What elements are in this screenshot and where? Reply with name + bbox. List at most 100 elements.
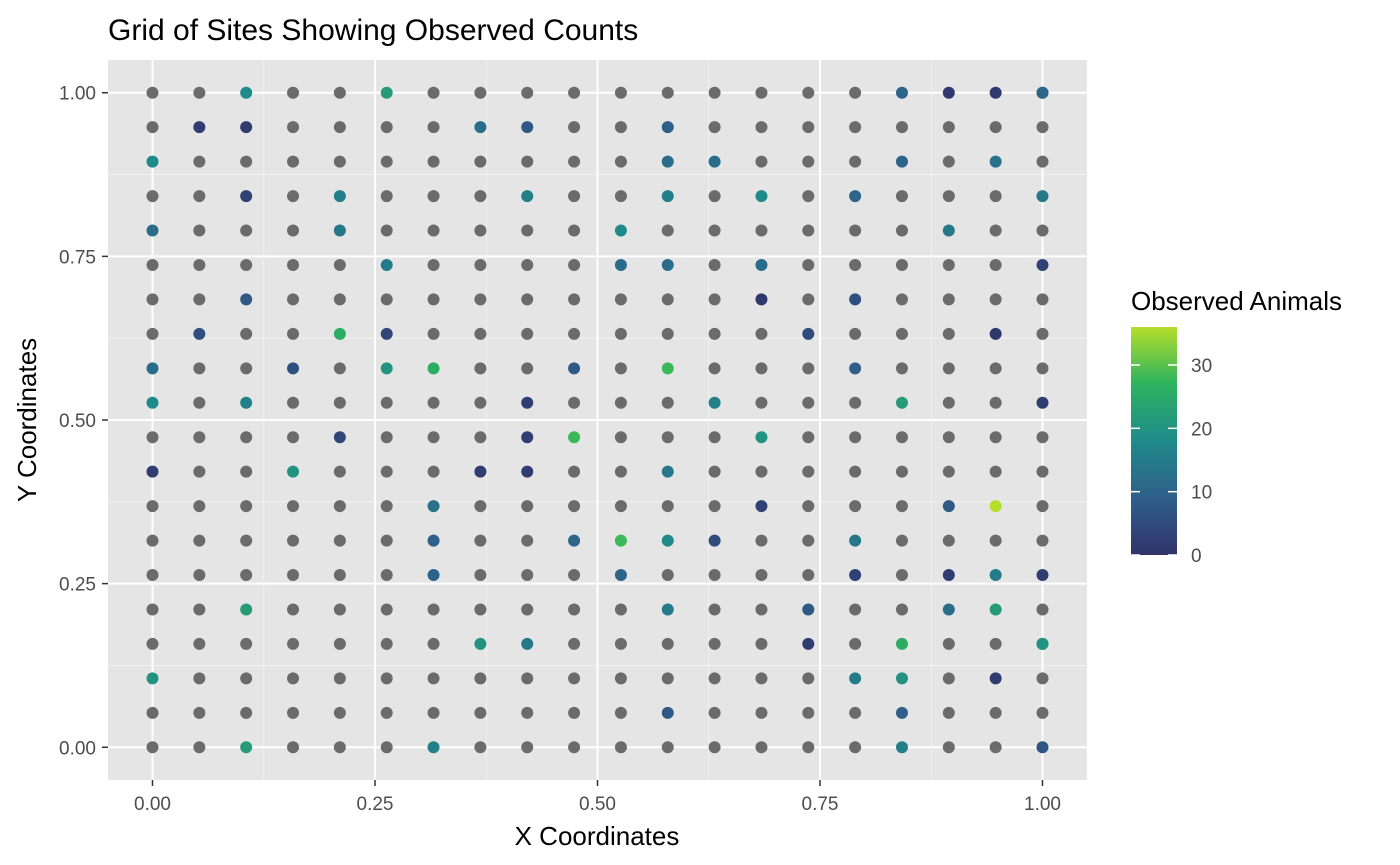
na-point [287, 121, 300, 134]
na-point [193, 637, 206, 650]
na-point [708, 224, 721, 237]
na-point [942, 706, 955, 719]
na-point [849, 396, 862, 409]
observed-point [193, 121, 206, 134]
na-point [849, 706, 862, 719]
na-point [193, 396, 206, 409]
na-point [240, 637, 253, 650]
na-point [942, 741, 955, 754]
na-point [240, 258, 253, 271]
observed-point [1036, 396, 1049, 409]
x-tick-label: 0.75 [802, 794, 839, 815]
na-point [146, 190, 159, 203]
na-point [755, 672, 768, 685]
observed-point [661, 603, 674, 616]
observed-point [287, 465, 300, 478]
na-point [802, 396, 815, 409]
na-point [193, 672, 206, 685]
na-point [380, 431, 393, 444]
observed-point [333, 327, 346, 340]
na-point [193, 293, 206, 306]
na-point [802, 569, 815, 582]
na-point [849, 258, 862, 271]
observed-point [240, 396, 253, 409]
na-point [661, 293, 674, 306]
na-point [287, 190, 300, 203]
na-point [240, 431, 253, 444]
na-point [333, 155, 346, 168]
na-point [802, 500, 815, 513]
na-point [614, 86, 627, 99]
na-point [568, 224, 581, 237]
observed-point [521, 396, 534, 409]
observed-point [474, 637, 487, 650]
observed-point [989, 603, 1002, 616]
na-point [755, 224, 768, 237]
na-point [895, 465, 908, 478]
na-point [1036, 224, 1049, 237]
color-legend: Observed Animals 0 10 20 30 [1131, 286, 1342, 567]
na-point [755, 465, 768, 478]
na-point [287, 637, 300, 650]
na-point [427, 327, 440, 340]
na-point [287, 603, 300, 616]
na-point [895, 569, 908, 582]
na-point [1036, 603, 1049, 616]
na-point [802, 672, 815, 685]
observed-point [240, 293, 253, 306]
observed-point [661, 258, 674, 271]
observed-point [240, 121, 253, 134]
na-point [614, 431, 627, 444]
na-point [755, 534, 768, 547]
observed-point [849, 293, 862, 306]
na-point [942, 155, 955, 168]
na-point [193, 155, 206, 168]
observed-point [614, 534, 627, 547]
na-point [849, 224, 862, 237]
na-point [568, 327, 581, 340]
na-point [333, 534, 346, 547]
chart-title: Grid of Sites Showing Observed Counts [108, 14, 638, 47]
observed-point [989, 86, 1002, 99]
na-point [193, 500, 206, 513]
na-point [895, 224, 908, 237]
observed-point [661, 190, 674, 203]
legend-ticks: 0 10 20 30 [1131, 356, 1212, 567]
na-point [193, 431, 206, 444]
na-point [755, 155, 768, 168]
legend-tick-label: 30 [1191, 356, 1212, 377]
na-point [333, 121, 346, 134]
na-point [427, 637, 440, 650]
observed-point [521, 465, 534, 478]
na-point [193, 362, 206, 375]
na-point [895, 603, 908, 616]
na-point [849, 603, 862, 616]
na-point [146, 293, 159, 306]
na-point [568, 741, 581, 754]
observed-point [1036, 86, 1049, 99]
na-point [146, 500, 159, 513]
na-point [1036, 534, 1049, 547]
observed-point [849, 534, 862, 547]
na-point [287, 155, 300, 168]
na-point [427, 190, 440, 203]
y-axis-title: Y Coordinates [12, 338, 42, 502]
x-tick-label: 0.25 [357, 794, 394, 815]
na-point [989, 362, 1002, 375]
na-point [895, 293, 908, 306]
na-point [287, 500, 300, 513]
na-point [568, 603, 581, 616]
na-point [802, 293, 815, 306]
na-point [287, 741, 300, 754]
observed-point [849, 672, 862, 685]
na-point [568, 465, 581, 478]
observed-point [849, 362, 862, 375]
na-point [146, 603, 159, 616]
na-point [661, 396, 674, 409]
observed-point [240, 190, 253, 203]
observed-point [895, 396, 908, 409]
na-point [240, 569, 253, 582]
na-point [474, 431, 487, 444]
na-point [849, 86, 862, 99]
observed-point [614, 258, 627, 271]
